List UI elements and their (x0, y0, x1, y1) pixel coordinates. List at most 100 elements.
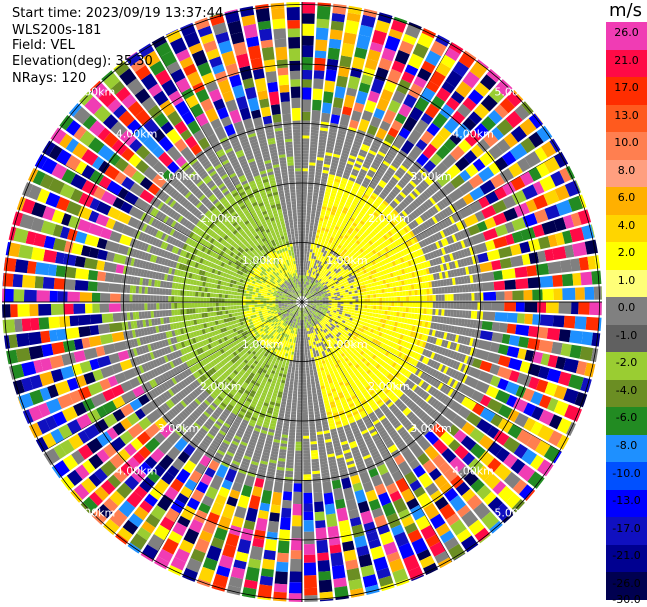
velocity-cell (357, 214, 363, 220)
velocity-cell (303, 543, 316, 555)
velocity-cell (361, 196, 368, 202)
velocity-cell (351, 312, 355, 316)
velocity-cell (411, 290, 415, 296)
velocity-cell (425, 50, 442, 67)
velocity-cell (364, 249, 369, 255)
velocity-cell (290, 378, 294, 382)
velocity-cell (430, 95, 445, 110)
velocity-cell (319, 279, 323, 283)
velocity-cell (422, 143, 438, 159)
velocity-cell (544, 248, 555, 262)
velocity-cell (325, 228, 330, 233)
velocity-cell (294, 376, 299, 380)
velocity-cell (444, 294, 448, 301)
velocity-cell (290, 550, 302, 560)
velocity-cell (336, 294, 341, 297)
velocity-cell (289, 384, 294, 388)
velocity-cell (435, 302, 439, 309)
velocity-cell (352, 296, 356, 299)
velocity-cell (336, 292, 340, 295)
velocity-cell (308, 177, 315, 181)
velocity-cell (351, 309, 355, 313)
velocity-cell (315, 288, 319, 291)
velocity-cell (367, 305, 371, 309)
velocity-cell (381, 47, 396, 62)
velocity-cell (361, 298, 365, 302)
velocity-cell (364, 158, 373, 164)
velocity-cell (422, 202, 429, 211)
velocity-cell (345, 185, 352, 191)
velocity-cell (370, 294, 374, 298)
velocity-cell (337, 300, 341, 302)
velocity-cell (372, 141, 381, 148)
velocity-cell (370, 305, 374, 309)
velocity-cell (362, 180, 370, 186)
velocity-cell (326, 282, 330, 286)
velocity-cell (304, 275, 306, 279)
velocity-cell (471, 302, 475, 310)
velocity-cell (315, 235, 320, 239)
velocity-cell (378, 238, 384, 244)
velocity-cell (302, 376, 306, 380)
velocity-cell (379, 302, 383, 306)
velocity-cell (312, 99, 322, 111)
velocity-cell (304, 337, 306, 341)
velocity-cell (445, 70, 463, 88)
velocity-cell (356, 232, 362, 238)
velocity-cell (372, 309, 376, 314)
velocity-cell (443, 246, 449, 254)
velocity-cell (308, 233, 313, 238)
velocity-cell (307, 189, 313, 193)
velocity-cell (335, 197, 341, 202)
velocity-cell (432, 112, 448, 129)
velocity-cell (269, 512, 280, 522)
velocity-cell (302, 409, 308, 413)
velocity-cell (344, 279, 348, 283)
velocity-cell (355, 304, 359, 308)
velocity-cell (366, 312, 370, 316)
velocity-cell (292, 515, 302, 527)
velocity-cell (558, 302, 572, 314)
velocity-cell (322, 224, 327, 229)
velocity-cell (382, 279, 387, 284)
velocity-cell (358, 152, 367, 158)
velocity-cell (408, 307, 412, 313)
velocity-cell (303, 468, 311, 472)
velocity-cell (413, 283, 418, 290)
velocity-cell (322, 295, 326, 298)
velocity-cell (302, 177, 308, 181)
velocity-cell (579, 346, 594, 361)
velocity-cell (367, 49, 381, 62)
velocity-cell (335, 270, 339, 274)
velocity-cell (319, 296, 323, 299)
velocity-cell (315, 263, 319, 267)
velocity-cell (396, 275, 401, 281)
velocity-cell (340, 246, 345, 251)
velocity-cell (308, 276, 311, 280)
velocity-cell (336, 139, 344, 144)
velocity-cell (347, 248, 353, 254)
velocity-cell (388, 222, 394, 229)
velocity-cell (444, 271, 449, 279)
velocity-cell (375, 277, 380, 282)
velocity-cell (437, 257, 443, 264)
velocity-cell (363, 311, 367, 316)
velocity-cell (387, 167, 396, 174)
velocity-cell (587, 255, 597, 270)
velocity-cell (334, 225, 340, 231)
velocity-cell (347, 75, 361, 90)
velocity-cell (283, 482, 293, 492)
velocity-cell (263, 549, 276, 561)
velocity-cell (368, 275, 373, 280)
velocity-cell (447, 286, 451, 294)
velocity-cell (308, 236, 312, 241)
velocity-cell (305, 287, 307, 291)
velocity-cell (303, 432, 309, 436)
velocity-cell (332, 262, 336, 267)
velocity-cell (308, 282, 311, 286)
velocity-cell (304, 281, 307, 285)
velocity-cell (302, 194, 307, 198)
velocity-cell (424, 246, 430, 253)
velocity-cell (451, 261, 456, 269)
velocity-cell (386, 215, 392, 222)
